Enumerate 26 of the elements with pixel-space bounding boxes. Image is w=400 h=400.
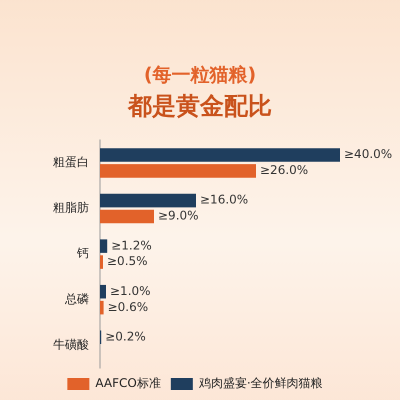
bar [100, 210, 154, 224]
data-label: ≥0.2% [105, 329, 146, 344]
data-label: ≥40.0% [344, 147, 392, 162]
chart-title: (每一粒猫粮) [142, 63, 258, 88]
y-tick-label: 牛磺酸 [53, 337, 89, 352]
legend-label: AAFCO标准 [95, 376, 161, 390]
bar [100, 194, 196, 208]
bar [100, 300, 104, 314]
bar [100, 148, 340, 162]
bar [100, 284, 106, 298]
y-tick-label: 总磷 [64, 292, 89, 306]
y-tick-label: 粗蛋白 [53, 155, 89, 170]
data-label: ≥16.0% [200, 192, 248, 207]
bar [100, 239, 108, 253]
data-label: ≥1.0% [110, 284, 151, 298]
legend-label: 鸡肉盛宴·全价鲜肉猫粮 [198, 376, 323, 390]
data-label: ≥1.2% [111, 238, 152, 252]
chart-subtitle: 都是黄金配比 [126, 91, 273, 122]
data-label: ≥9.0% [158, 208, 199, 223]
y-tick-label: 钙 [76, 246, 89, 260]
y-tick-label: 粗脂肪 [53, 200, 89, 215]
bar [100, 164, 256, 178]
data-label: ≥26.0% [260, 163, 308, 178]
bar [100, 255, 103, 269]
data-label: ≥0.5% [107, 254, 148, 268]
data-label: ≥0.6% [108, 300, 148, 314]
